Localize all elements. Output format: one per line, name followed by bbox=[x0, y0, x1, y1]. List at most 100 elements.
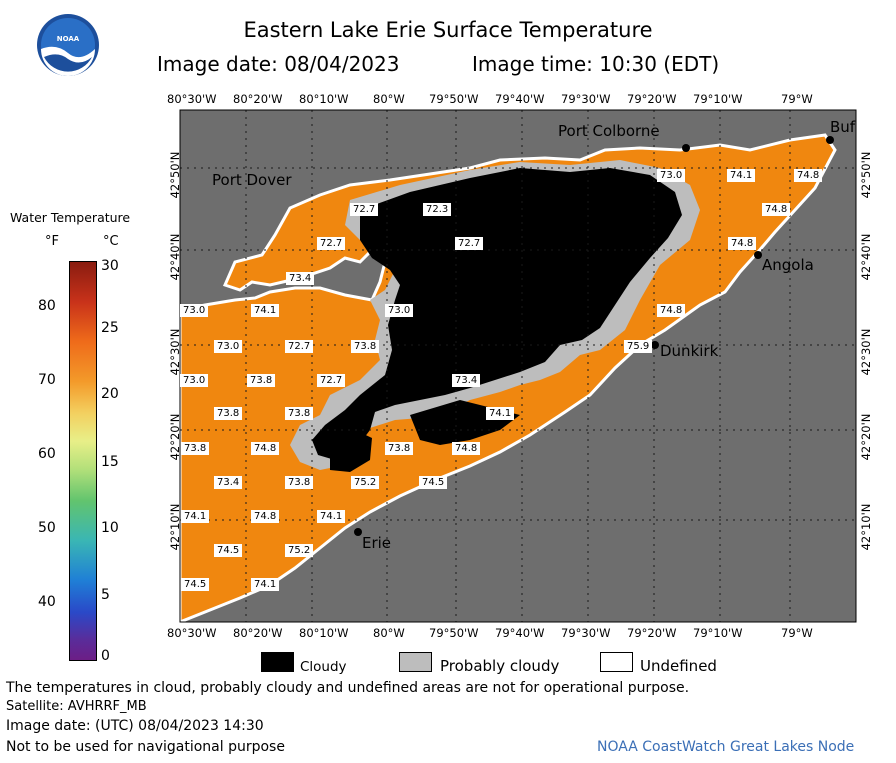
cloud-area bbox=[312, 168, 682, 460]
lon-tick-bottom: 80°10'W bbox=[299, 626, 349, 640]
map-title: Eastern Lake Erie Surface Temperature bbox=[243, 18, 653, 42]
temperature-label: 74.1 bbox=[181, 510, 210, 523]
lon-tick-bottom: 79°10'W bbox=[693, 626, 743, 640]
temperature-label: 73.8 bbox=[285, 476, 314, 489]
lon-tick-top: 79°30'W bbox=[561, 92, 611, 106]
temperature-label: 74.1 bbox=[727, 169, 756, 182]
city-dot bbox=[682, 144, 690, 152]
temperature-label: 74.8 bbox=[452, 442, 481, 455]
temperature-label: 75.2 bbox=[351, 476, 380, 489]
lon-tick-bottom: 79°50'W bbox=[429, 626, 479, 640]
temperature-label: 73.4 bbox=[214, 476, 243, 489]
map-frame bbox=[179, 109, 857, 623]
temperature-label: 73.8 bbox=[351, 340, 380, 353]
cloudy-label: Cloudy bbox=[300, 659, 347, 675]
c-tick: 0 bbox=[101, 648, 110, 664]
c-tick: 15 bbox=[101, 454, 119, 470]
lon-tick-top: 79°50'W bbox=[429, 92, 479, 106]
city-dot bbox=[826, 136, 834, 144]
city-dot bbox=[754, 251, 762, 259]
temperature-label: 72.7 bbox=[350, 203, 379, 216]
place-buffalo: Buf bbox=[830, 118, 856, 136]
image-time: Image time: 10:30 (EDT) bbox=[472, 52, 720, 76]
temperature-label: 74.8 bbox=[762, 203, 791, 216]
city-dot bbox=[651, 341, 659, 349]
credit-noaa-coastwatch[interactable]: NOAA CoastWatch Great Lakes Node bbox=[597, 739, 855, 755]
temperature-label: 73.0 bbox=[657, 169, 686, 182]
temperature-label: 74.1 bbox=[251, 578, 280, 591]
lon-tick-bottom: 80°20'W bbox=[233, 626, 283, 640]
noaa-logo: NOAA bbox=[37, 14, 99, 76]
temperature-label: 73.8 bbox=[285, 407, 314, 420]
temperature-label: 73.4 bbox=[452, 374, 481, 387]
lon-tick-top: 79°20'W bbox=[627, 92, 677, 106]
temperature-label: 74.1 bbox=[317, 510, 346, 523]
lon-tick-top: 80°10'W bbox=[299, 92, 349, 106]
lon-tick-top: 80°20'W bbox=[233, 92, 283, 106]
undefined-swatch bbox=[600, 652, 633, 672]
place-dunkirk: Dunkirk bbox=[660, 342, 719, 360]
f-tick: 60 bbox=[38, 446, 56, 462]
temperature-label: 73.0 bbox=[180, 374, 209, 387]
temperature-label: 74.1 bbox=[486, 407, 515, 420]
temperature-label: 74.1 bbox=[251, 304, 280, 317]
temperature-label: 72.7 bbox=[317, 374, 346, 387]
temperature-label: 73.0 bbox=[214, 340, 243, 353]
lon-tick-top: 79°10'W bbox=[693, 92, 743, 106]
temperature-label: 73.8 bbox=[181, 442, 210, 455]
temperature-label: 75.2 bbox=[285, 544, 314, 557]
f-tick: 50 bbox=[38, 520, 56, 536]
unit-celsius: °C bbox=[103, 234, 119, 249]
lon-tick-bottom: 79°40'W bbox=[495, 626, 545, 640]
c-tick: 25 bbox=[101, 320, 119, 336]
footer-note: The temperatures in cloud, probably clou… bbox=[6, 680, 690, 696]
c-tick: 5 bbox=[101, 587, 110, 603]
color-bar bbox=[69, 261, 97, 661]
probably-cloudy-label: Probably cloudy bbox=[440, 657, 560, 675]
lon-tick-top: 79°40'W bbox=[495, 92, 545, 106]
temperature-label: 74.5 bbox=[181, 578, 210, 591]
c-tick: 30 bbox=[101, 258, 119, 274]
temperature-label: 74.5 bbox=[419, 476, 448, 489]
lon-tick-bottom: 79°20'W bbox=[627, 626, 677, 640]
temperature-label: 72.3 bbox=[423, 203, 452, 216]
temperature-label: 74.8 bbox=[251, 510, 280, 523]
place-erie: Erie bbox=[362, 534, 392, 552]
svg-text:NOAA: NOAA bbox=[57, 35, 80, 43]
temperature-label: 74.8 bbox=[657, 304, 686, 317]
lon-tick-top: 80°30'W bbox=[167, 92, 217, 106]
lon-tick-top: 79°W bbox=[781, 92, 813, 106]
temperature-label: 74.8 bbox=[728, 237, 757, 250]
temperature-label: 73.8 bbox=[214, 407, 243, 420]
place-port-colborne: Port Colborne bbox=[558, 122, 660, 140]
unit-fahrenheit: °F bbox=[45, 234, 59, 249]
temperature-label: 72.7 bbox=[285, 340, 314, 353]
temperature-label: 74.8 bbox=[251, 442, 280, 455]
footer-satellite: Satellite: AVHRRF_MB bbox=[6, 699, 147, 714]
temperature-label: 72.7 bbox=[317, 237, 346, 250]
legend-title: Water Temperature bbox=[10, 210, 131, 225]
place-angola: Angola bbox=[762, 256, 814, 274]
c-tick: 20 bbox=[101, 386, 119, 402]
image-date: Image date: 08/04/2023 bbox=[157, 52, 400, 76]
temperature-label: 73.0 bbox=[180, 304, 209, 317]
footer-utc-date: Image date: (UTC) 08/04/2023 14:30 bbox=[6, 718, 264, 734]
temperature-label: 72.7 bbox=[455, 237, 484, 250]
lon-tick-bottom: 79°W bbox=[781, 626, 813, 640]
footer-navigation-note: Not to be used for navigational purpose bbox=[6, 739, 285, 755]
place-port-dover: Port Dover bbox=[212, 171, 292, 189]
c-tick: 10 bbox=[101, 520, 119, 536]
temperature-label: 73.0 bbox=[385, 304, 414, 317]
temperature-label: 74.8 bbox=[794, 169, 823, 182]
probably-cloudy-swatch bbox=[399, 652, 432, 672]
temperature-label: 75.9 bbox=[624, 340, 653, 353]
temperature-label: 73.4 bbox=[286, 272, 315, 285]
lon-tick-bottom: 80°30'W bbox=[167, 626, 217, 640]
cloudy-swatch bbox=[261, 652, 294, 672]
lon-tick-bottom: 79°30'W bbox=[561, 626, 611, 640]
f-tick: 70 bbox=[38, 372, 56, 388]
f-tick: 40 bbox=[38, 594, 56, 610]
city-dot bbox=[354, 528, 362, 536]
temperature-label: 73.8 bbox=[385, 442, 414, 455]
